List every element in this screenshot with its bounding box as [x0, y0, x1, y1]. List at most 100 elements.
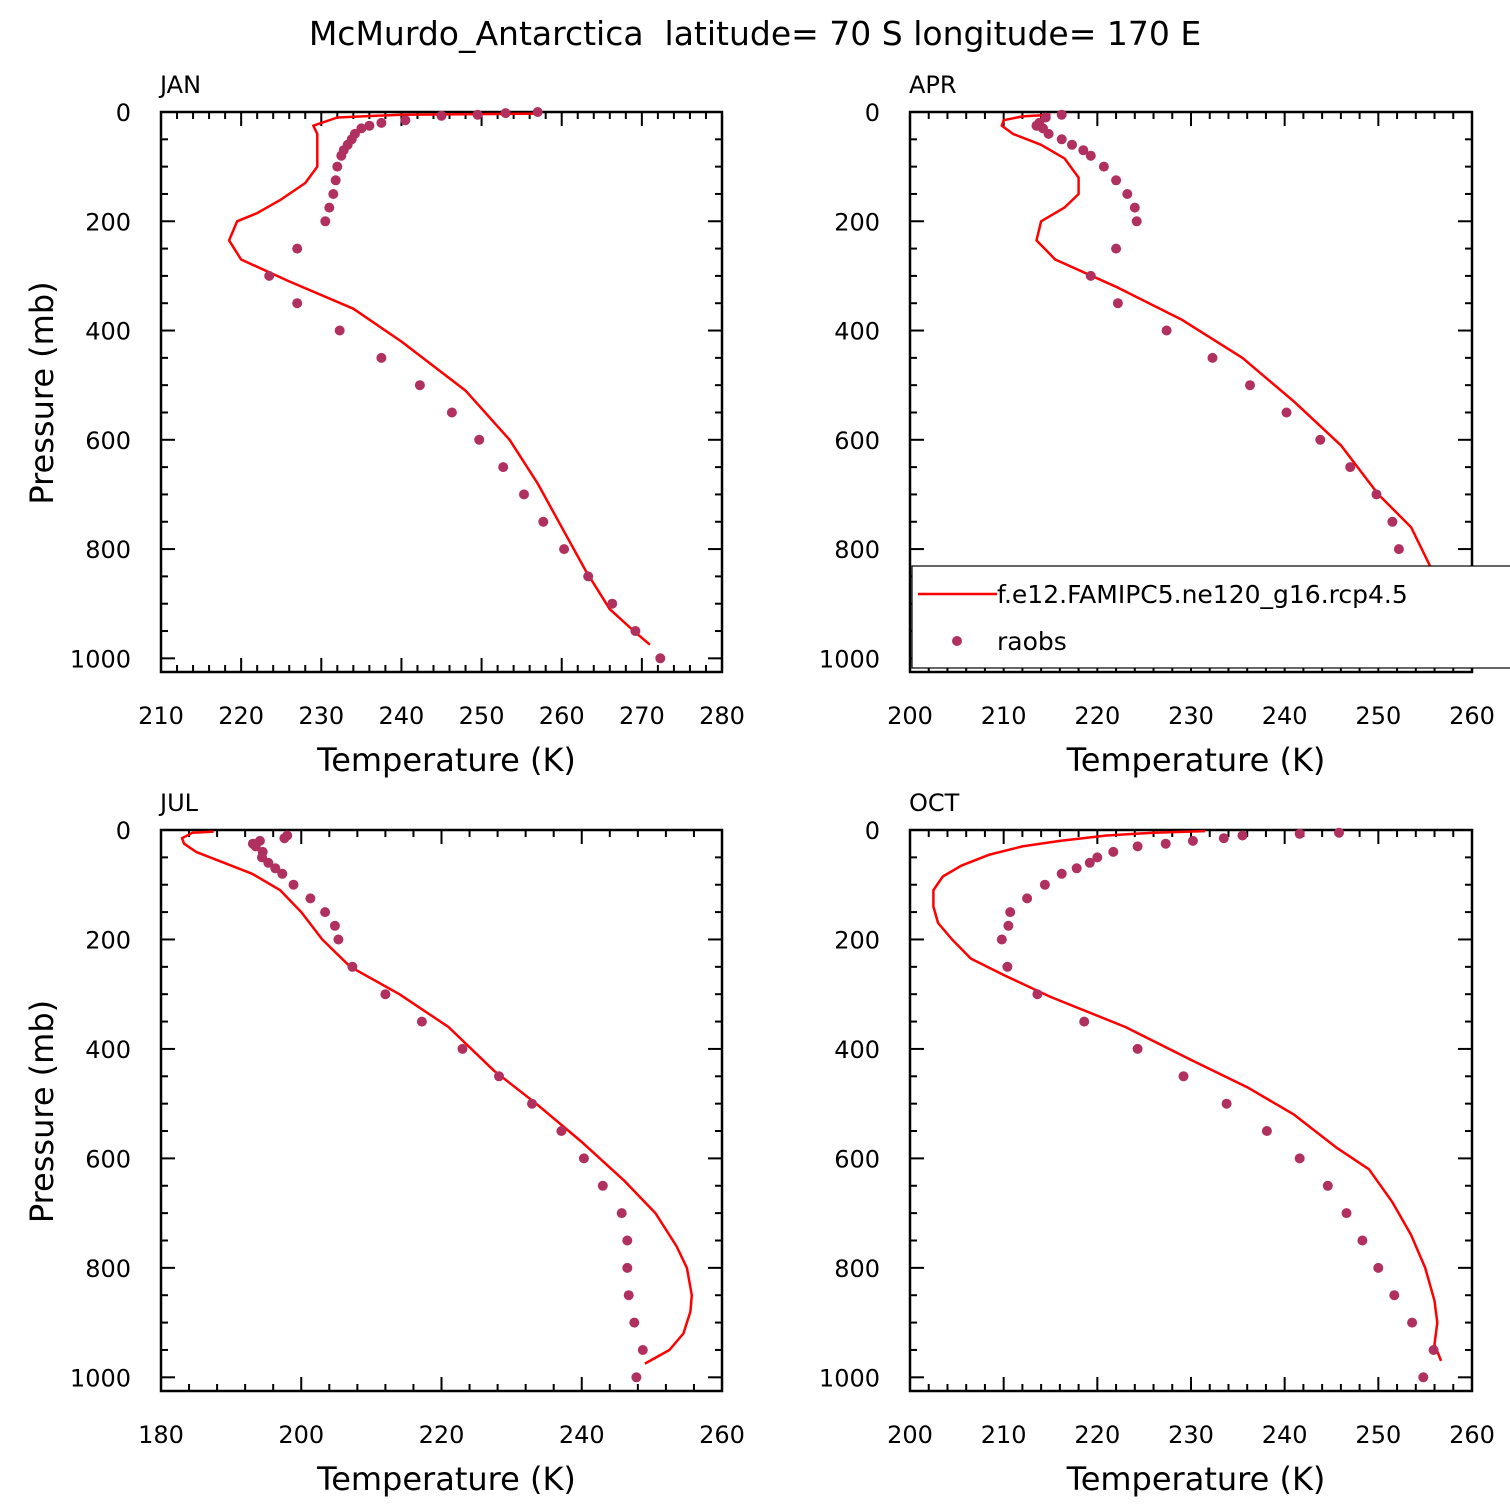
raobs-point — [607, 598, 618, 609]
raobs-point — [457, 1043, 468, 1054]
panel-label: OCT — [909, 789, 960, 817]
raobs-point — [264, 270, 275, 281]
raobs-point — [1092, 852, 1103, 863]
raobs-point — [1187, 835, 1198, 846]
raobs-point — [1056, 134, 1067, 145]
raobs-point — [1022, 893, 1033, 904]
raobs-point — [376, 352, 387, 363]
model-series-line — [227, 112, 651, 646]
raobs-point — [250, 841, 261, 852]
raobs-point — [1371, 489, 1382, 500]
y-tick-label: 400 — [834, 1036, 880, 1064]
y-tick-label: 0 — [865, 817, 880, 845]
raobs-point — [500, 108, 511, 119]
x-tick-label: 220 — [1074, 702, 1120, 730]
raobs-point — [320, 216, 331, 227]
x-tick-label: 240 — [1262, 1421, 1308, 1449]
raobs-point — [332, 161, 343, 172]
raobs-point — [277, 868, 288, 879]
raobs-point — [400, 115, 411, 126]
x-tick-label: 250 — [1355, 1421, 1401, 1449]
raobs-point — [583, 571, 594, 582]
raobs-point — [333, 934, 344, 945]
raobs-point — [1373, 1262, 1384, 1273]
raobs-point — [631, 1372, 642, 1383]
y-tick-label: 200 — [85, 926, 131, 954]
raobs-point — [1085, 270, 1096, 281]
y-tick-label: 1000 — [70, 1364, 131, 1392]
x-tick-label: 220 — [419, 1421, 465, 1449]
raobs-point — [623, 1290, 634, 1301]
y-tick-label: 400 — [85, 318, 131, 346]
x-tick-label: 240 — [379, 702, 425, 730]
raobs-point — [472, 109, 483, 120]
raobs-point — [637, 1345, 648, 1355]
x-tick-label: 260 — [1449, 1421, 1495, 1449]
panel-jul: 180 200 220 240 260 0 200 400 600 800 1000 JUL Tempe… — [23, 789, 745, 1498]
raobs-point — [556, 1126, 567, 1136]
raobs-point — [1178, 1071, 1189, 1082]
raobs-point — [597, 1180, 608, 1191]
raobs-point — [1341, 1208, 1352, 1219]
raobs-point — [1084, 857, 1095, 868]
model-series-line — [932, 829, 1443, 1362]
raobs-point — [1315, 434, 1326, 445]
y-tick-label: 200 — [834, 208, 880, 236]
raobs-point — [1294, 1153, 1305, 1164]
x-tick-label: 250 — [459, 702, 505, 730]
raobs-point — [1132, 841, 1143, 852]
y-axis-label: Pressure (mb) — [23, 1000, 61, 1223]
raobs-point — [270, 863, 281, 874]
x-tick-label: 260 — [1449, 702, 1495, 730]
raobs-point — [1387, 516, 1398, 527]
x-tick-label: 200 — [887, 702, 933, 730]
y-tick-label: 800 — [834, 1255, 880, 1283]
y-tick-label: 0 — [865, 99, 880, 127]
raobs-point — [1281, 407, 1292, 418]
x-axis-label: Temperature (K) — [1066, 741, 1326, 779]
raobs-point — [1098, 161, 1109, 172]
raobs-point — [305, 893, 316, 904]
panel-label: APR — [909, 71, 957, 99]
y-tick-label: 800 — [834, 536, 880, 564]
panel-apr: 200 210 220 230 240 250 260 0 200 400 600 800 1000 AP… — [819, 71, 1510, 779]
raobs-point — [527, 1098, 537, 1109]
raobs-point — [1221, 1098, 1232, 1109]
raobs-point — [1111, 175, 1122, 186]
panel-jan: 210 220 230 240 250 260 270 280 0 200 400 600 800 100… — [23, 71, 745, 779]
raobs-point — [1043, 128, 1054, 139]
raobs-point — [629, 1317, 640, 1328]
raobs-point — [1334, 827, 1344, 838]
y-tick-label: 600 — [85, 427, 131, 455]
raobs-point — [288, 879, 299, 890]
raobs-point — [1085, 150, 1096, 161]
raobs-point — [416, 1016, 427, 1027]
x-tick-label: 200 — [278, 1421, 324, 1449]
raobs-point — [532, 107, 543, 117]
raobs-point — [1067, 139, 1077, 150]
raobs-point — [1112, 298, 1123, 309]
raobs-point — [1003, 920, 1014, 931]
raobs-point — [1237, 830, 1248, 841]
raobs-point — [1393, 544, 1404, 555]
raobs-point — [328, 189, 339, 199]
raobs-point — [380, 989, 391, 1000]
raobs-point — [1345, 462, 1356, 473]
panel-oct: 200 210 220 230 240 250 260 0 200 400 600 800 1000 OC… — [819, 789, 1495, 1498]
raobs-point — [1218, 833, 1229, 844]
raobs-point — [329, 920, 340, 931]
y-tick-label: 600 — [834, 427, 880, 455]
x-tick-label: 210 — [981, 1421, 1027, 1449]
raobs-point — [1261, 1126, 1272, 1136]
raobs-point — [494, 1071, 504, 1082]
raobs-point — [1418, 1372, 1429, 1383]
y-tick-label: 800 — [85, 1255, 131, 1283]
x-tick-label: 200 — [887, 1421, 933, 1449]
y-tick-label: 1000 — [819, 1364, 880, 1392]
raobs-point — [1161, 325, 1172, 336]
raobs-point — [655, 653, 666, 664]
plot-frame — [159, 828, 724, 1393]
raobs-point — [1160, 838, 1171, 849]
x-tick-label: 230 — [1168, 1421, 1214, 1449]
raobs-point — [336, 150, 347, 161]
